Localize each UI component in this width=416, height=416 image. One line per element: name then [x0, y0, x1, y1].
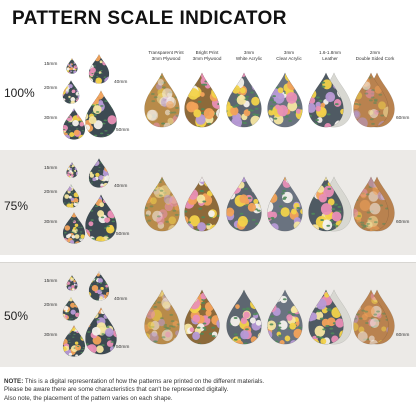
sample-30mm — [62, 325, 86, 357]
size-label-40mm: 40mm — [114, 80, 128, 85]
size-label-50mm: 50mm — [116, 128, 130, 133]
drop-clear-acrylic — [266, 289, 304, 345]
sample-15mm — [66, 275, 78, 291]
header-line: 3mm Plywood — [192, 55, 222, 61]
drop-transparent-print — [143, 176, 181, 232]
sample-40mm — [88, 158, 110, 188]
size-label-60mm: 60mm — [396, 220, 410, 225]
note-line-2: Please be aware there are some character… — [4, 386, 229, 394]
drop-transparent-print — [143, 289, 181, 345]
size-label-30mm: 30mm — [44, 116, 58, 121]
header-line: Clear Acrylic — [276, 55, 302, 61]
note-line-1: NOTE: This is a digital representation o… — [4, 378, 412, 386]
size-label-40mm: 40mm — [114, 297, 128, 302]
size-label-15mm: 15mm — [44, 279, 58, 284]
sample-15mm — [66, 58, 78, 74]
sample-50mm — [84, 307, 118, 355]
header-clear-acrylic: 3mm Clear Acrylic — [266, 50, 312, 61]
size-label-50mm: 50mm — [116, 232, 130, 237]
material-headers: Transparent Print 3mm Plywood Bright Prin… — [0, 50, 416, 74]
drop-leather — [307, 289, 345, 345]
drop-white-acrylic — [225, 176, 263, 232]
sample-40mm — [88, 54, 110, 84]
size-label-30mm: 30mm — [44, 220, 58, 225]
size-label-15mm: 15mm — [44, 166, 58, 171]
size-label-30mm: 30mm — [44, 333, 58, 338]
note-bold: NOTE: — [4, 378, 24, 385]
note-text: NOTE: This is a digital representation o… — [4, 378, 412, 403]
note-line-3: Also note, the placement of the pattern … — [4, 394, 173, 402]
drop-cork — [352, 289, 390, 345]
sample-20mm — [62, 297, 80, 321]
size-label-20mm: 20mm — [44, 86, 58, 91]
size-label-50mm: 50mm — [116, 345, 130, 350]
drop-bright-print — [183, 72, 221, 128]
drop-bright-print — [183, 176, 221, 232]
drop-cork — [352, 176, 390, 232]
size-label-20mm: 20mm — [44, 190, 58, 195]
drop-transparent-print — [143, 72, 181, 128]
sample-30mm — [62, 108, 86, 140]
header-line: Bright Print — [195, 50, 219, 55]
header-white-acrylic: 3mm White Acrylic — [226, 50, 272, 61]
sample-20mm — [62, 80, 80, 104]
sample-20mm — [62, 184, 80, 208]
header-bright-print: Bright Print 3mm Plywood — [184, 50, 230, 61]
scale-label-50: 50% — [4, 309, 29, 323]
size-label-40mm: 40mm — [114, 184, 128, 189]
header-line: 1.6-1.8mm — [319, 50, 341, 55]
header-line: White Acrylic — [235, 55, 263, 61]
size-label-15mm: 15mm — [44, 62, 58, 67]
header-line: 3mm — [243, 50, 255, 55]
drop-clear-acrylic — [266, 176, 304, 232]
drop-bright-print — [183, 289, 221, 345]
drop-leather — [307, 72, 345, 128]
header-line: 3mm — [283, 50, 295, 55]
header-cork: 2mm Double Sided Cork — [352, 50, 398, 61]
header-line: Double Sided Cork — [355, 55, 395, 61]
drop-white-acrylic — [225, 72, 263, 128]
drop-leather — [307, 176, 345, 232]
sample-30mm — [62, 212, 86, 244]
scale-label-100: 100% — [4, 86, 35, 100]
size-label-60mm: 60mm — [396, 333, 410, 338]
header-transparent-print: Transparent Print 3mm Plywood — [143, 50, 189, 61]
header-line: 3mm Plywood — [151, 55, 181, 61]
size-label-20mm: 20mm — [44, 303, 58, 308]
sample-15mm — [66, 162, 78, 178]
sample-50mm — [84, 90, 118, 138]
header-line: Leather — [322, 55, 338, 61]
note-text-1: This is a digital representation of how … — [23, 378, 265, 385]
size-label-60mm: 60mm — [396, 116, 410, 121]
row-divider — [0, 262, 416, 263]
drop-white-acrylic — [225, 289, 263, 345]
sample-40mm — [88, 271, 110, 301]
drop-clear-acrylic — [266, 72, 304, 128]
header-line: 2mm — [369, 50, 381, 55]
header-leather: 1.6-1.8mm Leather — [307, 50, 353, 61]
drop-cork — [352, 72, 390, 128]
page-title: PATTERN SCALE INDICATOR — [12, 8, 287, 29]
header-line: Transparent Print — [148, 50, 184, 55]
sample-50mm — [84, 194, 118, 242]
scale-label-75: 75% — [4, 199, 29, 213]
